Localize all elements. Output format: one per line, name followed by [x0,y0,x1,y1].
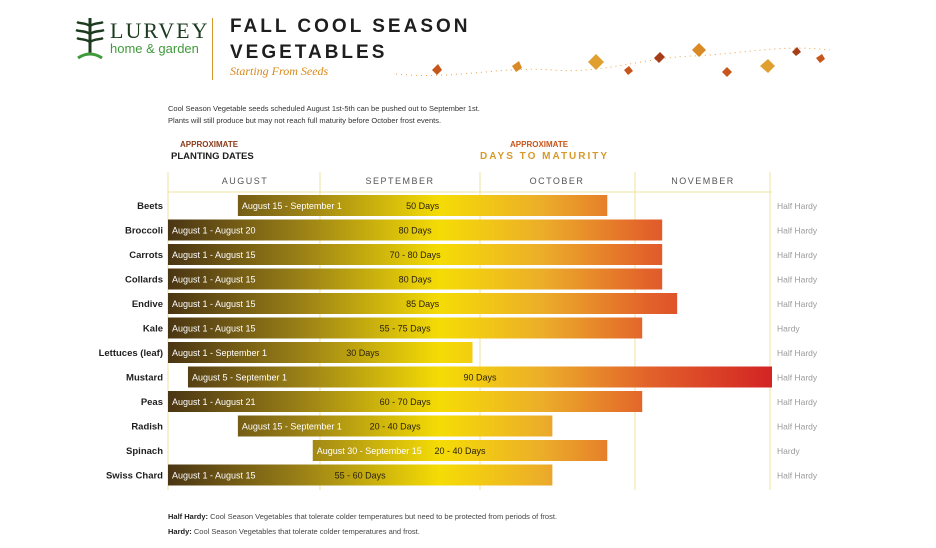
hardiness-label: Hardy [777,446,800,456]
planting-dates-label: August 1 - September 1 [172,348,267,358]
month-label: OCTOBER [530,176,585,186]
page-title: FALL COOL SEASON VEGETABLES [230,16,471,63]
footnote-text: Cool Season Vegetables that tolerate col… [210,512,557,521]
maturity-bar [168,293,678,314]
note-line-1: Cool Season Vegetable seeds scheduled Au… [168,104,480,113]
days-label: 20 - 40 Days [370,422,422,432]
days-label: 55 - 75 Days [380,324,432,334]
days-label: 85 Days [406,299,440,309]
footnote-term: Hardy: [168,527,192,536]
days-header-bottom: DAYS TO MATURITY [480,151,610,162]
hardiness-label: Half Hardy [777,250,818,260]
hardiness-label: Half Hardy [777,226,818,236]
vegetable-label: Beets [137,201,163,212]
hardiness-label: Half Hardy [777,299,818,309]
days-label: 90 Days [463,373,497,383]
hardiness-label: Half Hardy [777,422,818,432]
maturity-bar [168,464,553,486]
maturity-bar [312,440,608,461]
vegetable-label: Kale [143,324,163,335]
maturity-bar [168,244,663,265]
planting-dates-label: August 1 - August 15 [172,250,256,260]
days-label: 50 Days [406,201,440,211]
maturity-bar [168,391,643,412]
maturity-bar [168,342,473,363]
planting-dates-label: August 1 - August 15 [172,324,256,334]
note-line-2: Plants will still produce but may not re… [168,116,442,125]
maturity-bar [237,415,553,437]
hardiness-label: Half Hardy [777,348,818,358]
vegetable-label: Radish [131,422,163,433]
planting-header-bottom: PLANTING DATES [171,151,254,162]
maturity-bar [187,366,773,388]
days-label: 80 Days [399,226,433,236]
planting-dates-label: August 1 - August 20 [172,226,256,236]
month-label: NOVEMBER [671,176,735,186]
vegetable-label: Lettuces (leaf) [99,348,163,359]
header-divider [212,18,213,80]
hardiness-label: Half Hardy [777,201,818,211]
planting-dates-label: August 1 - August 15 [172,471,256,481]
days-label: 30 Days [346,348,380,358]
vegetable-label: Swiss Chard [106,471,163,482]
hardiness-label: Half Hardy [777,471,818,481]
planting-dates-label: August 1 - August 21 [172,397,256,407]
planting-header-top: APPROXIMATE [180,140,239,149]
planting-dates-label: August 5 - September 1 [192,373,287,383]
brand-tagline: home & garden [110,41,199,56]
planting-dates-label: August 15 - September 1 [242,201,342,211]
footnote-hardy: Hardy: Cool Season Vegetables that toler… [168,527,420,536]
planting-dates-label: August 15 - September 1 [242,422,342,432]
hardiness-label: Half Hardy [777,373,818,383]
vegetable-label: Carrots [129,250,163,261]
vegetable-label: Mustard [126,373,163,384]
maturity-bar [168,268,663,290]
maturity-bar [168,219,663,241]
hardiness-label: Hardy [777,324,800,334]
month-label: SEPTEMBER [365,176,434,186]
hardiness-label: Half Hardy [777,275,818,285]
days-label: 60 - 70 Days [380,397,432,407]
vegetable-label: Spinach [126,446,163,457]
month-label: AUGUST [222,176,269,186]
brand-name: LURVEY [110,18,210,43]
days-label: 20 - 40 Days [435,446,487,456]
days-label: 55 - 60 Days [335,471,387,481]
tree-logo-icon [75,18,105,60]
days-header-top: APPROXIMATE [510,140,569,149]
footnote-term: Half Hardy: [168,512,209,521]
maturity-bar [168,317,643,339]
vegetable-label: Endive [132,299,163,310]
footnote-half-hardy: Half Hardy: Cool Season Vegetables that … [168,512,557,521]
planting-dates-label: August 30 - September 15 [317,446,422,456]
planting-dates-label: August 1 - August 15 [172,275,256,285]
vegetable-label: Broccoli [125,226,163,237]
planting-dates-label: August 1 - August 15 [172,299,256,309]
days-label: 80 Days [399,275,433,285]
footnote-text: Cool Season Vegetables that tolerate col… [193,527,420,536]
days-label: 70 - 80 Days [390,250,442,260]
hardiness-label: Half Hardy [777,397,818,407]
autumn-leaves-decoration [395,43,831,77]
vegetable-label: Peas [141,397,163,408]
maturity-bar [237,195,608,216]
page-subtitle: Starting From Seeds [230,64,329,78]
vegetable-label: Collards [125,275,163,286]
